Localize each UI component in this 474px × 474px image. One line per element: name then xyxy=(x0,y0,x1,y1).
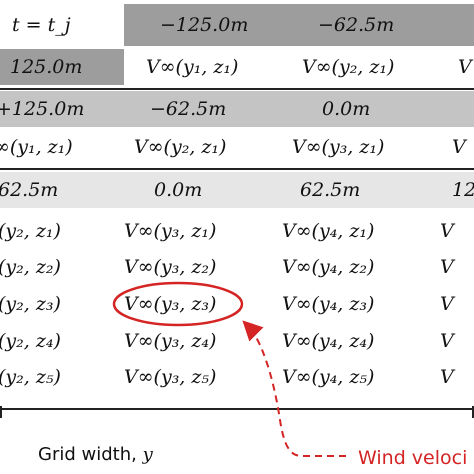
grid-cell-r2-c2: V∞(y₃, z₂) xyxy=(124,256,217,278)
grid-cell-r4-c1: (y₂, z₄) xyxy=(0,330,61,352)
tier2-header-band xyxy=(0,91,474,127)
divider-2 xyxy=(0,168,474,170)
tier3-header-pos-3: 62.5m xyxy=(300,179,361,201)
tier1-header-pos-2: −62.5m xyxy=(318,14,395,36)
grid-cell-r5-c2: V∞(y₃, z₅) xyxy=(124,366,217,388)
grid-cell-r1-c1: (y₂, z₁) xyxy=(0,220,61,242)
grid-cell-r4-c3: V∞(y₄, z₄) xyxy=(282,330,375,352)
tier3-header-pos-1: 62.5m xyxy=(0,179,59,201)
bottom-border xyxy=(0,408,474,410)
tier2-header-pos-2: −62.5m xyxy=(150,98,227,120)
grid-cell-r3-c2-highlighted: V∞(y₃, z₃) xyxy=(124,293,217,315)
grid-cell-r3-c3: V∞(y₄, z₃) xyxy=(282,293,375,315)
tier2-row-value-2: V∞(y₂, z₁) xyxy=(134,136,227,158)
grid-width-text: Grid width, xyxy=(38,444,143,465)
grid-cell-r3-c4: V xyxy=(440,293,454,315)
grid-cell-r1-c2: V∞(y₃, z₁) xyxy=(124,220,217,242)
tier2-row-value-4: V xyxy=(452,136,466,158)
tier3-header-pos-2: 0.0m xyxy=(154,179,203,201)
tier2-header-pos-3: 0.0m xyxy=(322,98,371,120)
grid-cell-r2-c1: (y₂, z₂) xyxy=(0,256,61,278)
grid-width-variable: y xyxy=(142,444,153,465)
tier3-header-pos-4: 12 xyxy=(452,179,474,201)
tier1-row-value-2: V∞(y₂, z₁) xyxy=(302,56,395,78)
time-label: t = t_j xyxy=(12,14,71,36)
grid-cell-r4-c4: V xyxy=(440,330,454,352)
tier1-row-value-3: V xyxy=(458,56,472,78)
wind-velocity-label: Wind veloci xyxy=(358,447,468,469)
grid-cell-r1-c4: V xyxy=(440,220,454,242)
annotation-arrow xyxy=(242,320,346,457)
tier2-row-value-3: V∞(y₃, z₁) xyxy=(292,136,385,158)
grid-cell-r5-c4: V xyxy=(440,366,454,388)
grid-cell-r2-c4: V xyxy=(440,256,454,278)
tier1-row-label-band xyxy=(0,49,124,85)
grid-cell-r5-c3: V∞(y₄, z₅) xyxy=(282,366,375,388)
grid-cell-r3-c1: (y₂, z₃) xyxy=(0,293,61,315)
right-edge-tick xyxy=(472,406,474,418)
tier1-header-pos-1: −125.0m xyxy=(160,14,249,36)
grid-width-label: Grid width, y xyxy=(38,444,153,465)
tier2-row-value-1: ∞(y₁, z₁) xyxy=(0,136,73,158)
tier1-header-band xyxy=(124,4,474,46)
highlight-ellipse xyxy=(112,281,244,327)
tier1-header-left xyxy=(0,4,124,46)
left-edge-tick xyxy=(0,406,2,418)
grid-cell-r1-c3: V∞(y₄, z₁) xyxy=(282,220,375,242)
tier2-header-pos-1: +125.0m xyxy=(0,98,85,120)
tier3-header-band xyxy=(0,172,474,208)
grid-cell-r4-c2: V∞(y₃, z₄) xyxy=(124,330,217,352)
divider-1 xyxy=(0,88,474,90)
tier1-row-value-1: V∞(y₁, z₁) xyxy=(146,56,239,78)
grid-cell-r5-c1: (y₂, z₅) xyxy=(0,366,61,388)
tier1-row-position: 125.0m xyxy=(10,56,83,78)
grid-cell-r2-c3: V∞(y₄, z₂) xyxy=(282,256,375,278)
